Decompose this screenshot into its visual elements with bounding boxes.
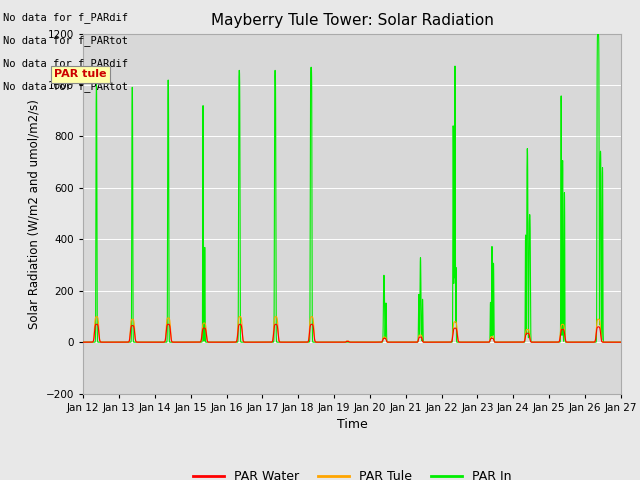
Text: No data for f_PARdif: No data for f_PARdif (3, 12, 128, 23)
Text: No data for f_PARtot: No data for f_PARtot (3, 35, 128, 46)
Y-axis label: Solar Radiation (W/m2 and umol/m2/s): Solar Radiation (W/m2 and umol/m2/s) (28, 99, 40, 328)
Text: No data for f_PARdif: No data for f_PARdif (3, 58, 128, 69)
Title: Mayberry Tule Tower: Solar Radiation: Mayberry Tule Tower: Solar Radiation (211, 13, 493, 28)
Text: No data for f_PARtot: No data for f_PARtot (3, 81, 128, 92)
X-axis label: Time: Time (337, 418, 367, 431)
Text: PAR tule: PAR tule (54, 70, 107, 79)
Legend: PAR Water, PAR Tule, PAR In: PAR Water, PAR Tule, PAR In (188, 465, 516, 480)
